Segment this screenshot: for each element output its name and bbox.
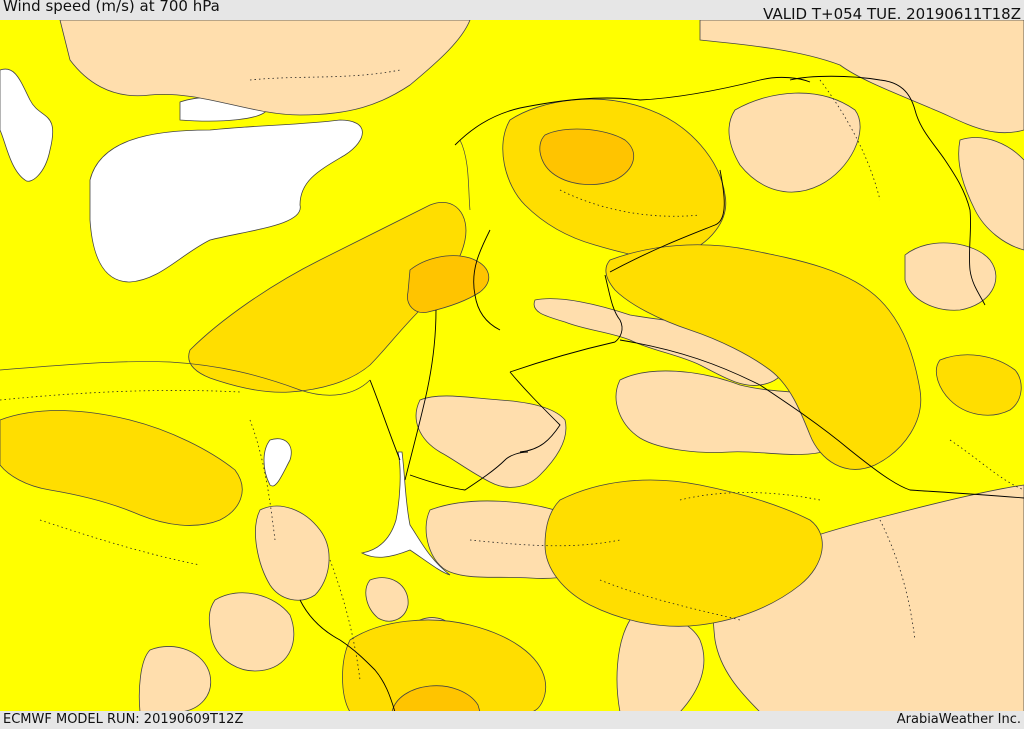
admin-line-12 — [329, 559, 361, 681]
light-area-sudan-2 — [138, 646, 212, 712]
admin-line-3 — [559, 189, 701, 217]
mid-speed-areas — [0, 98, 1022, 712]
light-area-east-1 — [728, 92, 861, 193]
contour-line-1 — [0, 361, 301, 391]
light-area-sudan-1 — [255, 505, 330, 601]
light-area-sinai — [415, 395, 567, 488]
admin-line-5 — [679, 492, 821, 501]
high-area-south — [391, 685, 481, 712]
border-syria-lebanon — [473, 229, 501, 331]
mid-area-egypt-west — [0, 410, 243, 526]
political-borders — [299, 75, 1024, 712]
contour-lines — [0, 139, 471, 396]
contour-line-3 — [459, 139, 471, 211]
border-iran-iraq — [789, 75, 986, 306]
footer-bar: ECMWF MODEL RUN: 20190609T12Z ArabiaWeat… — [0, 711, 1024, 729]
high-speed-areas — [391, 128, 635, 712]
mid-area-saudi-central — [544, 479, 823, 627]
red-sea-tip — [360, 451, 451, 576]
light-area-turkey — [59, 20, 471, 116]
light-area-south-mid — [616, 615, 705, 712]
mid-area-iraq-central — [605, 244, 922, 470]
contour-line-2 — [299, 379, 371, 396]
border-iraq-syria — [609, 169, 725, 273]
border-egypt-israel — [369, 379, 401, 461]
border-jordan-iraq — [604, 274, 623, 343]
admin-line-9 — [599, 579, 741, 621]
mid-area-gulf-east — [936, 354, 1022, 416]
light-area-iran-north — [699, 20, 1024, 134]
border-jordan-east — [509, 371, 561, 453]
light-area-east-2 — [904, 242, 997, 311]
chart-title: Wind speed (m/s) at 700 hPa — [3, 0, 220, 15]
light-area-egypt — [208, 592, 295, 672]
border-saudi-iraq — [619, 339, 1024, 499]
border-israel-jordan — [404, 309, 437, 481]
admin-line-10 — [949, 439, 1024, 491]
admin-line-7 — [879, 519, 916, 641]
gulf-coast — [263, 438, 292, 487]
admin-line-11 — [249, 419, 276, 541]
border-turkey-syria — [454, 76, 811, 146]
header-bar: Wind speed (m/s) at 700 hPa VALID T+054 … — [0, 0, 1024, 23]
credit: ArabiaWeather Inc. — [896, 712, 1021, 727]
low-speed-areas — [59, 20, 1024, 712]
light-area-red-sea-coast — [365, 577, 409, 622]
mid-area-yemen — [342, 619, 547, 712]
high-area-iraq — [539, 128, 635, 185]
light-area-east-3 — [958, 137, 1024, 251]
admin-lines — [0, 69, 1024, 681]
west-sea-strip — [0, 68, 54, 182]
border-saudi-yemen — [409, 451, 529, 491]
mediterranean-sea — [89, 119, 363, 283]
border-jordan-saudi — [509, 341, 616, 373]
border-sudan-egypt — [299, 599, 396, 712]
valid-time: VALID T+054 TUE. 20190611T18Z — [763, 5, 1021, 23]
model-run: ECMWF MODEL RUN: 20190609T12Z — [3, 712, 244, 727]
high-area-levant — [407, 255, 490, 313]
wind-speed-map — [0, 20, 1024, 712]
